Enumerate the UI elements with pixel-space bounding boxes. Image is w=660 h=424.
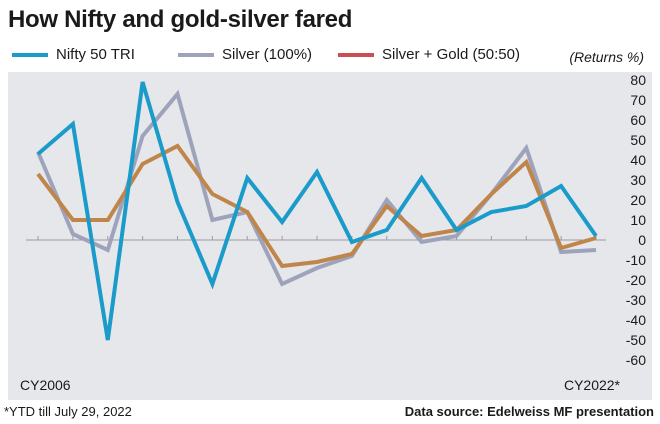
y-tick-label: 50 [630,132,646,148]
legend-label-nifty: Nifty 50 TRI [56,46,135,63]
legend-swatch-silver-gold [338,52,374,57]
x-tick-label-end: CY2022* [564,377,621,393]
legend-item-silver-gold: Silver + Gold (50:50) [338,46,520,63]
y-tick-label: 10 [630,212,646,228]
y-tick-label: -50 [626,332,646,348]
legend-swatch-nifty [12,52,48,57]
y-tick-label: 30 [630,172,646,188]
data-source: Data source: Edelweiss MF presentation [404,404,654,419]
series-line-silver [36,89,597,287]
y-tick-label: -10 [626,252,646,268]
units-label: (Returns %) [569,49,644,65]
y-tick-label: -20 [626,272,646,288]
y-tick-label: 80 [630,72,646,88]
legend-label-silver-gold: Silver + Gold (50:50) [382,46,520,63]
chart-title: How Nifty and gold-silver fared [8,6,353,33]
y-tick-label: 70 [630,92,646,108]
x-tick-label-start: CY2006 [20,377,71,393]
line-chart: 80 70 60 50 40 30 20 10 0 -10 -20 -30 -40 -50 -60 CY200… [20,72,646,393]
y-tick-label: 40 [630,152,646,168]
footnote: *YTD till July 29, 2022 [4,404,132,419]
y-tick-label: -30 [626,292,646,308]
series-line-nifty [36,81,598,341]
legend-item-silver: Silver (100%) [178,46,312,63]
legend-swatch-silver [178,52,214,57]
legend-label-silver: Silver (100%) [222,46,313,63]
y-tick-label: -40 [626,312,646,328]
legend-item-nifty: Nifty 50 TRI [12,46,135,63]
plot-area [8,72,652,400]
y-tick-label: -60 [626,352,646,368]
legend: Nifty 50 TRI Silver (100%) Silver + Gold… [8,46,648,70]
y-tick-label: 0 [638,232,646,248]
y-tick-label: 20 [630,192,646,208]
y-tick-label: 60 [630,112,646,128]
